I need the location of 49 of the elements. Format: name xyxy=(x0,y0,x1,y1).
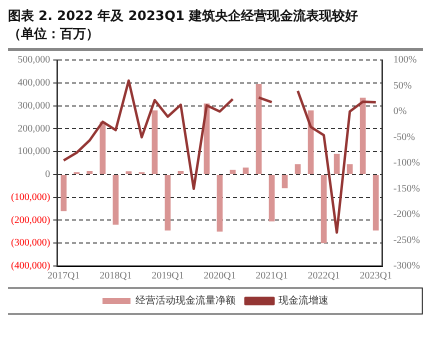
bar xyxy=(294,164,301,174)
y2-tick-label: 100% xyxy=(393,54,417,66)
bar xyxy=(242,168,249,174)
y-tick-label: 100,000 xyxy=(18,146,50,158)
x-tick-label: 2018Q1 xyxy=(100,270,132,282)
bar xyxy=(112,174,119,225)
y-tick-label: 400,000 xyxy=(18,78,50,89)
y-tick-label: (300,000) xyxy=(10,238,50,249)
bar xyxy=(60,174,67,212)
bar xyxy=(282,174,288,188)
x-tick-label: 2023Q1 xyxy=(360,270,392,282)
y2-tick-label: -250% xyxy=(393,234,420,246)
chart-subtitle: （单位：百万） xyxy=(8,26,100,44)
bar xyxy=(334,154,340,174)
x-tick-label: 2020Q1 xyxy=(204,270,236,282)
y-tick-label: (400,000) xyxy=(10,260,50,272)
legend-label: 经营活动现金流量净额 xyxy=(136,294,236,307)
y2-tick-label: -200% xyxy=(393,209,420,220)
bar xyxy=(372,174,379,231)
x-tick-label: 2021Q1 xyxy=(256,270,288,282)
x-tick-label: 2019Q1 xyxy=(152,270,184,282)
legend-label: 现金流增速 xyxy=(278,294,328,307)
bar xyxy=(320,174,327,244)
y-tick-label: (100,000) xyxy=(10,192,50,203)
bar xyxy=(360,98,366,174)
y2-tick-label: -100% xyxy=(393,158,420,169)
bar xyxy=(86,171,93,174)
y-tick-label: (200,000) xyxy=(10,214,50,226)
y2-tick-label: -50% xyxy=(393,132,416,143)
bar xyxy=(178,171,184,174)
y2-tick-label: 0% xyxy=(393,106,407,118)
y-tick-label: 0 xyxy=(45,169,50,180)
bar xyxy=(268,174,275,222)
y2-tick-label: 50% xyxy=(393,80,412,92)
y-tick-label: 300,000 xyxy=(18,100,50,112)
x-tick-label: 2022Q1 xyxy=(308,270,340,282)
bar xyxy=(126,171,132,174)
bar xyxy=(230,170,236,174)
x-tick-label: 2017Q1 xyxy=(48,270,80,282)
chart-title: 图表 2. 2022 年及 2023Q1 建筑央企经营现金流表现较好 xyxy=(8,8,360,26)
bar xyxy=(152,110,158,174)
y-tick-label: 200,000 xyxy=(18,123,50,134)
y2-tick-label: -150% xyxy=(393,183,420,194)
bar xyxy=(164,174,171,231)
bar xyxy=(216,174,223,232)
y2-tick-label: -300% xyxy=(393,260,420,272)
y-tick-label: 500,000 xyxy=(18,54,50,66)
bar xyxy=(346,164,353,174)
bar xyxy=(256,84,262,174)
